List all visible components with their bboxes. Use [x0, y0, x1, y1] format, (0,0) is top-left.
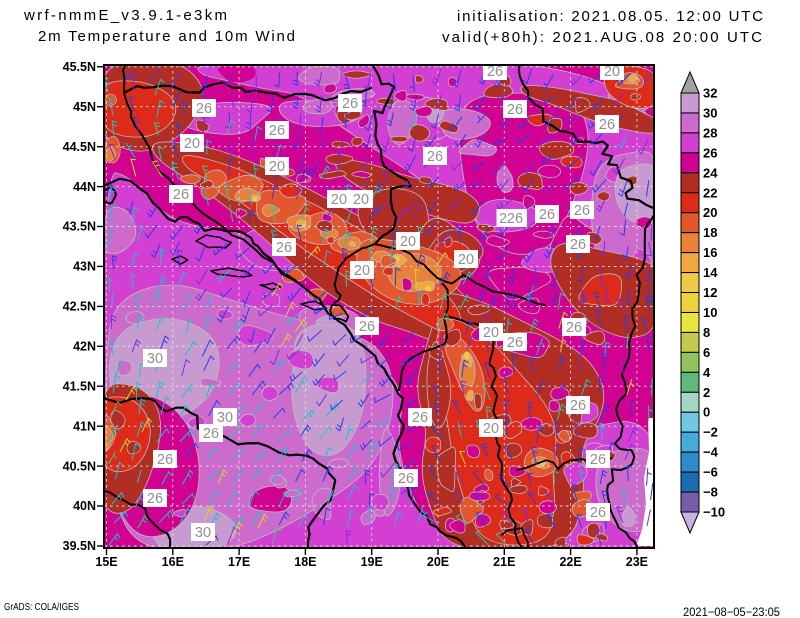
- svg-text:41N: 41N: [73, 419, 96, 433]
- svg-text:17E: 17E: [228, 555, 250, 569]
- svg-text:20: 20: [703, 205, 717, 220]
- svg-text:26: 26: [427, 149, 443, 165]
- svg-text:20: 20: [353, 192, 369, 208]
- svg-text:−8: −8: [703, 485, 718, 500]
- svg-text:20: 20: [331, 192, 347, 208]
- svg-text:26: 26: [359, 319, 375, 335]
- svg-text:41.5N: 41.5N: [63, 379, 96, 393]
- svg-text:20E: 20E: [427, 555, 449, 569]
- svg-text:40N: 40N: [73, 499, 96, 513]
- svg-text:23E: 23E: [626, 555, 648, 569]
- svg-text:26: 26: [412, 410, 428, 426]
- svg-text:initialisation: 2021.08.05. 12: initialisation: 2021.08.05. 12:00 UTC: [457, 8, 763, 25]
- svg-text:wrf-nmmE_v3.9.1-e3km: wrf-nmmE_v3.9.1-e3km: [23, 7, 227, 24]
- svg-text:26: 26: [574, 203, 590, 219]
- svg-text:−4: −4: [703, 445, 719, 460]
- svg-text:18E: 18E: [294, 555, 316, 569]
- svg-text:26: 26: [599, 117, 615, 133]
- svg-text:10: 10: [703, 305, 717, 320]
- svg-text:26: 26: [147, 491, 163, 507]
- svg-text:26: 26: [507, 102, 523, 118]
- svg-text:42.5N: 42.5N: [63, 300, 96, 314]
- svg-text:26: 26: [507, 335, 523, 351]
- svg-text:2: 2: [703, 385, 710, 400]
- svg-text:28: 28: [703, 125, 717, 140]
- svg-text:30: 30: [195, 525, 211, 541]
- svg-text:26: 26: [398, 471, 414, 487]
- svg-text:26: 26: [269, 123, 285, 139]
- svg-text:2m Temperature and 10m Wind: 2m Temperature and 10m Wind: [38, 28, 295, 45]
- svg-text:45.5N: 45.5N: [63, 60, 96, 74]
- svg-text:16: 16: [703, 245, 717, 260]
- svg-text:20: 20: [184, 136, 200, 152]
- svg-text:20: 20: [483, 325, 499, 341]
- svg-text:44N: 44N: [73, 180, 96, 194]
- svg-text:26: 26: [157, 452, 173, 468]
- svg-text:20: 20: [354, 263, 370, 279]
- svg-text:12: 12: [703, 285, 717, 300]
- svg-text:26: 26: [487, 64, 503, 80]
- svg-text:6: 6: [703, 345, 710, 360]
- svg-text:2021−08−05−23:05: 2021−08−05−23:05: [683, 605, 780, 618]
- svg-text:20: 20: [400, 234, 416, 250]
- svg-text:42N: 42N: [73, 340, 96, 354]
- svg-text:26: 26: [173, 187, 189, 203]
- svg-text:43N: 43N: [73, 260, 96, 274]
- svg-text:26: 26: [276, 240, 292, 256]
- svg-text:26: 26: [570, 237, 586, 253]
- svg-text:−10: −10: [703, 505, 725, 520]
- svg-text:16E: 16E: [162, 555, 184, 569]
- svg-text:26: 26: [507, 211, 523, 227]
- svg-text:40.5N: 40.5N: [63, 459, 96, 473]
- svg-text:26: 26: [590, 505, 606, 521]
- svg-text:4: 4: [703, 365, 711, 380]
- svg-text:−6: −6: [703, 465, 718, 480]
- svg-text:20: 20: [458, 252, 474, 268]
- svg-text:22: 22: [703, 185, 717, 200]
- svg-text:22E: 22E: [559, 555, 581, 569]
- svg-text:−2: −2: [703, 425, 718, 440]
- svg-text:26: 26: [570, 398, 586, 414]
- svg-text:15E: 15E: [95, 555, 117, 569]
- svg-text:GrADS: COLA/IGES: GrADS: COLA/IGES: [4, 602, 79, 613]
- svg-text:26: 26: [590, 452, 606, 468]
- svg-text:8: 8: [703, 325, 710, 340]
- svg-text:21E: 21E: [493, 555, 515, 569]
- svg-text:20: 20: [604, 64, 620, 80]
- svg-text:30: 30: [703, 106, 717, 121]
- svg-text:26: 26: [539, 207, 555, 223]
- svg-text:26: 26: [566, 320, 582, 336]
- svg-text:24: 24: [703, 165, 718, 180]
- svg-text:26: 26: [703, 145, 717, 160]
- svg-text:30: 30: [147, 351, 163, 367]
- svg-text:26: 26: [342, 96, 358, 112]
- svg-text:14: 14: [703, 265, 718, 280]
- svg-text:39.5N: 39.5N: [63, 539, 96, 553]
- svg-text:20: 20: [269, 159, 285, 175]
- svg-text:44.5N: 44.5N: [63, 140, 96, 154]
- svg-text:30: 30: [217, 410, 233, 426]
- svg-text:0: 0: [703, 405, 710, 420]
- svg-text:19E: 19E: [361, 555, 383, 569]
- svg-text:valid(+80h): 2021.AUG.08 20:00: valid(+80h): 2021.AUG.08 20:00 UTC: [442, 29, 762, 46]
- svg-text:26: 26: [203, 426, 219, 442]
- svg-text:32: 32: [703, 86, 717, 101]
- svg-text:18: 18: [703, 225, 717, 240]
- svg-text:26: 26: [196, 101, 212, 117]
- svg-text:2: 2: [499, 211, 507, 227]
- svg-text:43.5N: 43.5N: [63, 220, 96, 234]
- svg-text:20: 20: [483, 421, 499, 437]
- svg-text:45N: 45N: [73, 100, 96, 114]
